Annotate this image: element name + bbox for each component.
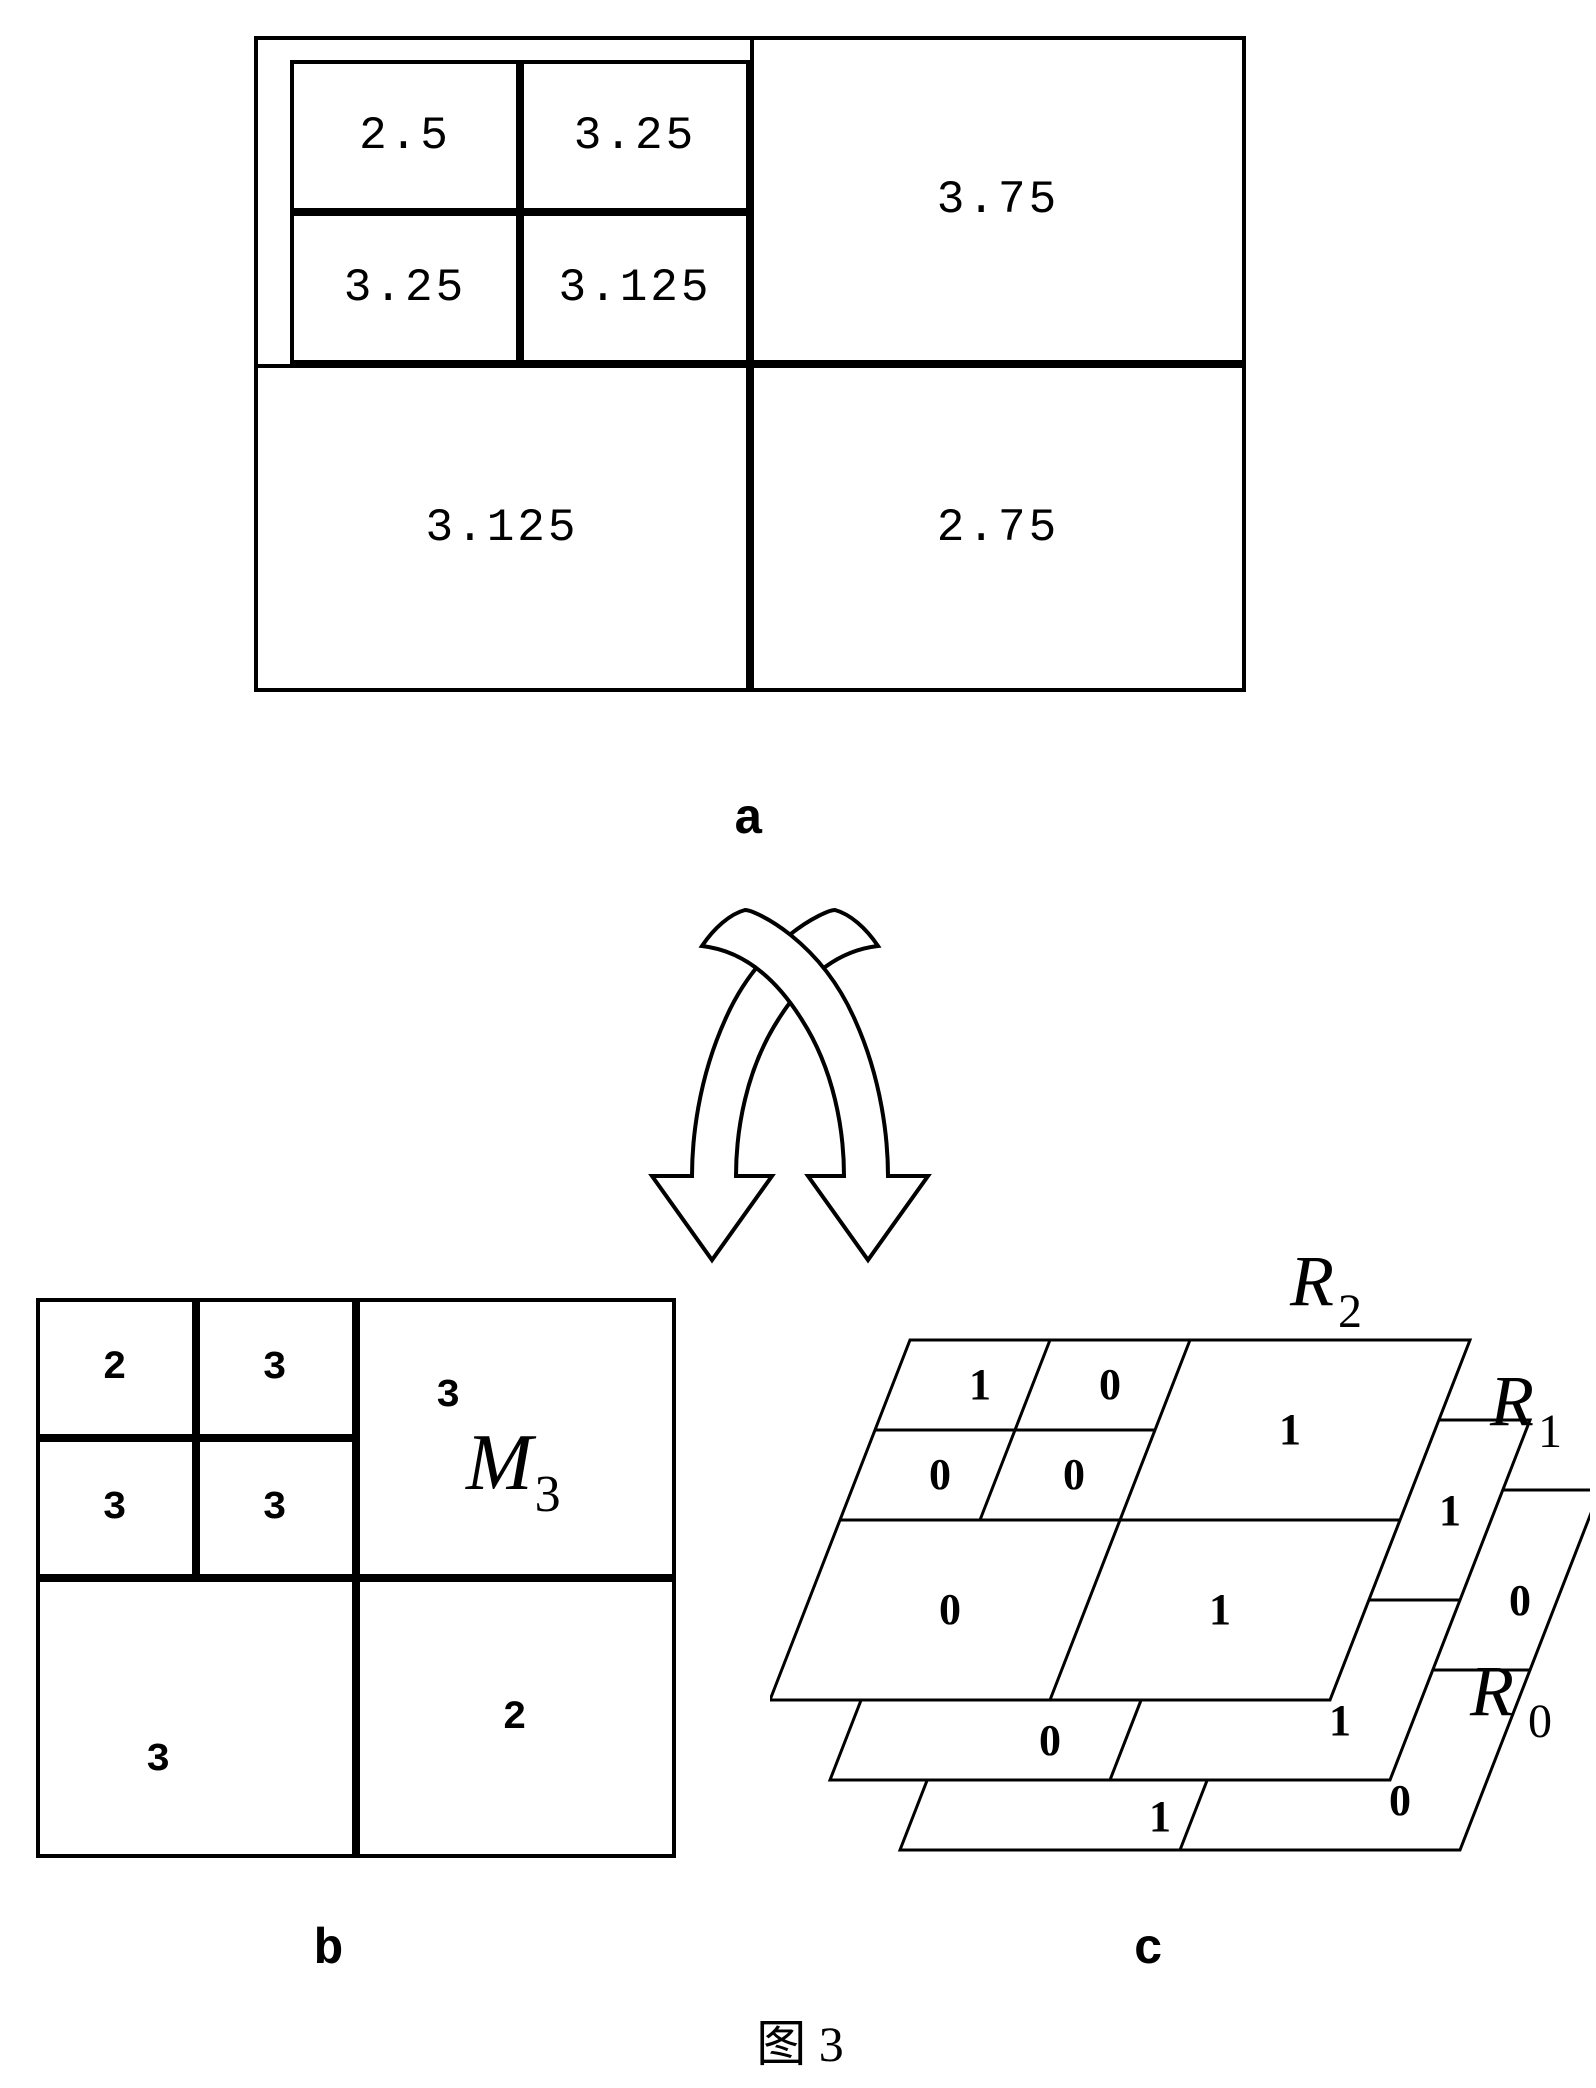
panel-b-cell-bl (36, 1578, 356, 1858)
r1-br: 1 (1300, 1690, 1380, 1750)
r0-br: 0 (1360, 1770, 1440, 1830)
panel-b-cell-tr-small: 3 (436, 1374, 463, 1419)
panel-b-cell-tl-tl: 2 (36, 1298, 196, 1438)
r0-tr: 0 (1480, 1570, 1560, 1630)
label-r1: R1 (1490, 1360, 1558, 1443)
r2-tl-br: 0 (1034, 1444, 1114, 1504)
panel-b-symbol: M3 (466, 1418, 559, 1509)
label-r0: R0 (1470, 1650, 1538, 1733)
panel-b-symbol-base: M (466, 1419, 533, 1507)
panel-a-cell-tl-tr: 3.25 (520, 60, 750, 212)
label-r0-base: R (1470, 1651, 1514, 1731)
panel-a-cell-tr: 3.75 (750, 36, 1246, 364)
r2-tr: 1 (1240, 1394, 1340, 1464)
panel-b-cell-tl-bl: 3 (36, 1438, 196, 1578)
r2-tl-tl: 1 (940, 1354, 1020, 1414)
panel-b-cell-tl-tr: 3 (196, 1298, 356, 1438)
r2-br: 1 (1170, 1574, 1270, 1644)
caption-b: b (300, 1920, 360, 1980)
panel-a-cell-br: 2.75 (750, 364, 1246, 692)
panel-a-cell-tl-bl: 3.25 (290, 212, 520, 364)
panel-b-symbol-sub: 3 (535, 1466, 561, 1523)
label-r2-base: R (1290, 1241, 1334, 1321)
r1-bl: 0 (1010, 1710, 1090, 1770)
panel-b-cell-bl-text: 3 (146, 1738, 173, 1783)
r2-bl: 0 (900, 1574, 1000, 1644)
label-r2: R2 (1290, 1240, 1358, 1323)
panel-a-cell-bl: 3.125 (254, 364, 750, 692)
caption-c: c (1120, 1920, 1180, 1980)
panel-b: 3 2 2 3 3 3 3 M3 (36, 1298, 676, 1858)
r1-tr: 1 (1410, 1480, 1490, 1540)
panel-a: 3.75 3.125 2.75 2.5 3.25 3.25 3.125 (254, 36, 1246, 692)
panel-a-cell-tl-br: 3.125 (520, 212, 750, 364)
r2-tl-tr: 0 (1070, 1354, 1150, 1414)
figure-caption: 图 3 (690, 2010, 910, 2070)
r2-tl-bl: 0 (900, 1444, 980, 1504)
panel-a-cell-tl-tl: 2.5 (290, 60, 520, 212)
figure-root: 3.75 3.125 2.75 2.5 3.25 3.25 3.125 a 3 … (0, 0, 1596, 2088)
panel-c: 1 0 0 0 1 0 1 1 0 1 0 1 0 R2 R1 R0 (770, 1210, 1590, 1930)
caption-a: a (720, 790, 780, 850)
label-r2-sub: 2 (1338, 1285, 1362, 1338)
label-r1-base: R (1490, 1361, 1534, 1441)
label-r1-sub: 1 (1538, 1405, 1562, 1458)
panel-b-cell-tl-br: 3 (196, 1438, 356, 1578)
label-r0-sub: 0 (1528, 1695, 1552, 1748)
panel-b-cell-br: 2 (356, 1578, 676, 1858)
r0-bl: 1 (1120, 1786, 1200, 1846)
